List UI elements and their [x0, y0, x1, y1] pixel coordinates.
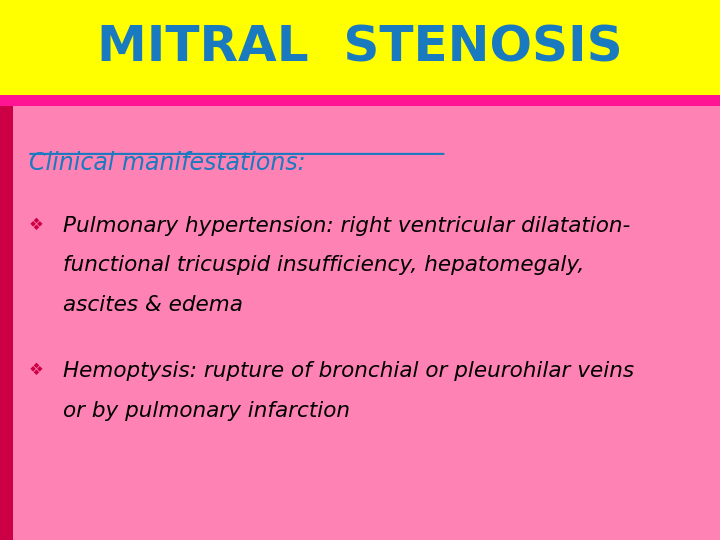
Text: Pulmonary hypertension: right ventricular dilatation-: Pulmonary hypertension: right ventricula… — [63, 216, 631, 236]
FancyBboxPatch shape — [0, 94, 720, 106]
Text: or by pulmonary infarction: or by pulmonary infarction — [63, 401, 351, 421]
Text: MITRAL  STENOSIS: MITRAL STENOSIS — [97, 23, 623, 71]
Text: Hemoptysis: rupture of bronchial or pleurohilar veins: Hemoptysis: rupture of bronchial or pleu… — [63, 361, 634, 381]
FancyBboxPatch shape — [0, 0, 720, 94]
Text: ❖: ❖ — [29, 216, 44, 234]
Text: functional tricuspid insufficiency, hepatomegaly,: functional tricuspid insufficiency, hepa… — [63, 255, 585, 275]
Text: ❖: ❖ — [29, 361, 44, 379]
Text: ascites & edema: ascites & edema — [63, 295, 243, 315]
FancyBboxPatch shape — [0, 106, 13, 540]
Text: Clinical manifestations:: Clinical manifestations: — [29, 151, 305, 175]
